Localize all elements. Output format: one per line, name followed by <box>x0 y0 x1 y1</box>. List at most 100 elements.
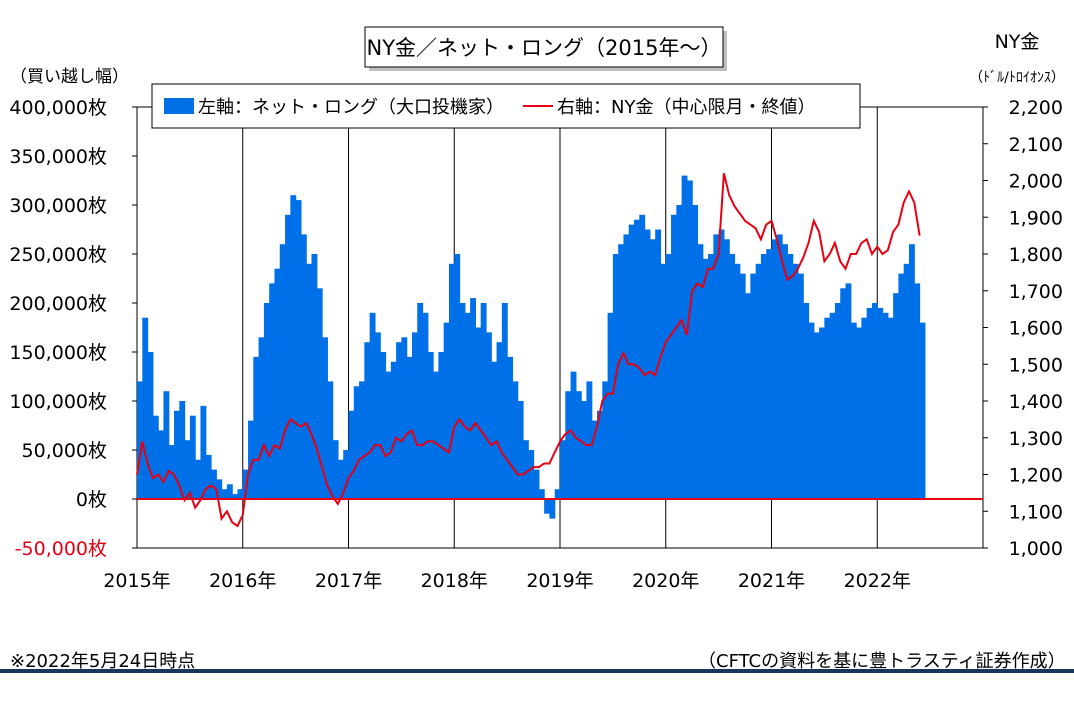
right-tick-label: 1,000 <box>1009 538 1063 560</box>
net-long-bar <box>491 361 498 499</box>
footer-rule <box>0 669 1074 673</box>
net-long-bar <box>919 322 926 499</box>
net-long-bar <box>364 342 371 499</box>
left-tick-label: 50,000枚 <box>22 440 107 462</box>
net-long-bar <box>512 381 519 499</box>
net-long-bar <box>760 254 767 499</box>
right-tick-label: 1,200 <box>1009 465 1063 487</box>
x-tick-label: 2019年 <box>526 570 593 592</box>
net-long-bar <box>840 288 847 499</box>
net-long-bar <box>565 391 572 499</box>
left-tick-label: 0枚 <box>76 489 107 511</box>
net-long-bar <box>681 175 688 499</box>
net-long-bar <box>729 254 736 499</box>
net-long-bar <box>686 180 693 499</box>
net-long-bar <box>671 214 677 500</box>
net-long-bar <box>216 479 223 499</box>
net-long-bar <box>692 205 699 499</box>
net-long-bar <box>411 332 418 499</box>
legend-bar-label: 左軸：ネット・ロング（大口投機家） <box>198 97 504 118</box>
net-long-bar <box>591 420 598 499</box>
net-long-bar <box>792 263 799 499</box>
net-long-bar <box>549 499 556 519</box>
net-long-bar <box>808 322 815 499</box>
net-long-bar <box>274 268 281 499</box>
net-long-bar <box>152 415 159 499</box>
net-long-bar <box>560 440 566 499</box>
net-long-bar <box>390 361 397 499</box>
x-tick-label: 2021年 <box>738 570 805 592</box>
legend-line-label: 右軸：NY金（中心限月・終値） <box>557 97 815 118</box>
net-long-bar <box>332 440 339 499</box>
net-long-bar <box>755 263 762 499</box>
net-long-bar <box>459 303 466 499</box>
net-long-bar <box>538 489 545 499</box>
net-long-bar <box>898 273 905 499</box>
net-long-bar <box>438 352 445 499</box>
net-long-bar <box>258 337 265 499</box>
right-tick-label: 1,800 <box>1009 244 1063 266</box>
right-tick-label: 1,700 <box>1009 281 1063 303</box>
net-long-bar <box>195 459 202 499</box>
net-long-bar <box>782 244 788 499</box>
net-long-bar <box>824 317 831 499</box>
net-long-bar <box>348 410 355 499</box>
net-long-bar <box>713 234 720 499</box>
legend-bar-swatch <box>164 98 194 114</box>
x-tick-label: 2022年 <box>844 570 911 592</box>
net-long-bar <box>443 322 450 499</box>
right-axis-ticks: 1,000 1,100 1,200 1,300 1,400 1,500 1,600 1,700… <box>983 97 1063 560</box>
net-long-bar <box>908 244 915 499</box>
net-long-bar <box>200 405 207 499</box>
net-long-bar <box>581 401 588 499</box>
x-tick-label: 2017年 <box>315 570 382 592</box>
net-long-bar <box>766 249 773 499</box>
right-axis-unit-label: （ﾄﾞﾙ/ﾄﾛｲｵﾝｽ） <box>969 70 1065 86</box>
net-long-bar <box>517 401 524 499</box>
net-long-bar <box>882 312 889 499</box>
net-long-bar <box>501 303 508 499</box>
net-long-bar <box>279 244 286 499</box>
net-long-bar <box>327 381 334 499</box>
net-long-bar <box>803 303 810 499</box>
net-long-bar <box>406 356 413 499</box>
net-long-bar <box>739 273 746 499</box>
net-long-bar <box>745 293 751 499</box>
net-long-bar <box>189 415 196 499</box>
net-long-bar <box>528 450 535 499</box>
net-long-bar <box>787 254 794 499</box>
gold-price-line <box>136 172 921 528</box>
net-long-bar <box>649 239 656 500</box>
net-long-bar <box>470 298 476 499</box>
net-long-bar <box>634 219 640 499</box>
net-long-bar <box>316 288 323 499</box>
net-long-bar <box>819 327 825 499</box>
net-long-bar <box>496 342 503 499</box>
net-long-bar <box>877 307 884 499</box>
net-long-bar <box>856 327 862 499</box>
left-tick-label: 250,000枚 <box>9 244 107 266</box>
net-long-bar <box>813 332 820 499</box>
net-long-bar <box>396 342 402 499</box>
net-long-bar <box>575 391 582 499</box>
net-long-bar <box>522 440 529 499</box>
net-long-bar <box>380 352 387 499</box>
net-long-bar <box>644 229 651 499</box>
net-long-bar <box>639 214 646 500</box>
net-long-bar <box>602 381 609 499</box>
legend: 左軸：ネット・ロング（大口投機家） 右軸：NY金（中心限月・終値） <box>151 83 861 129</box>
left-tick-label: 200,000枚 <box>9 293 107 315</box>
net-long-bar <box>174 410 180 499</box>
net-long-bar <box>311 254 318 499</box>
net-long-bar <box>554 489 561 499</box>
net-long-bar <box>485 332 492 499</box>
net-long-bar <box>226 484 233 499</box>
net-long-bar <box>253 356 260 499</box>
right-tick-label: 2,200 <box>1009 97 1063 119</box>
net-long-bar <box>454 254 461 499</box>
right-tick-label: 2,000 <box>1009 171 1063 193</box>
net-long-bar <box>533 469 540 499</box>
left-axis-ticks: -50,000枚 0枚 50,000枚 100,000枚 150,000枚 200,000… <box>9 97 137 560</box>
net-long-bar <box>480 303 487 499</box>
right-tick-label: 1,900 <box>1009 207 1063 229</box>
